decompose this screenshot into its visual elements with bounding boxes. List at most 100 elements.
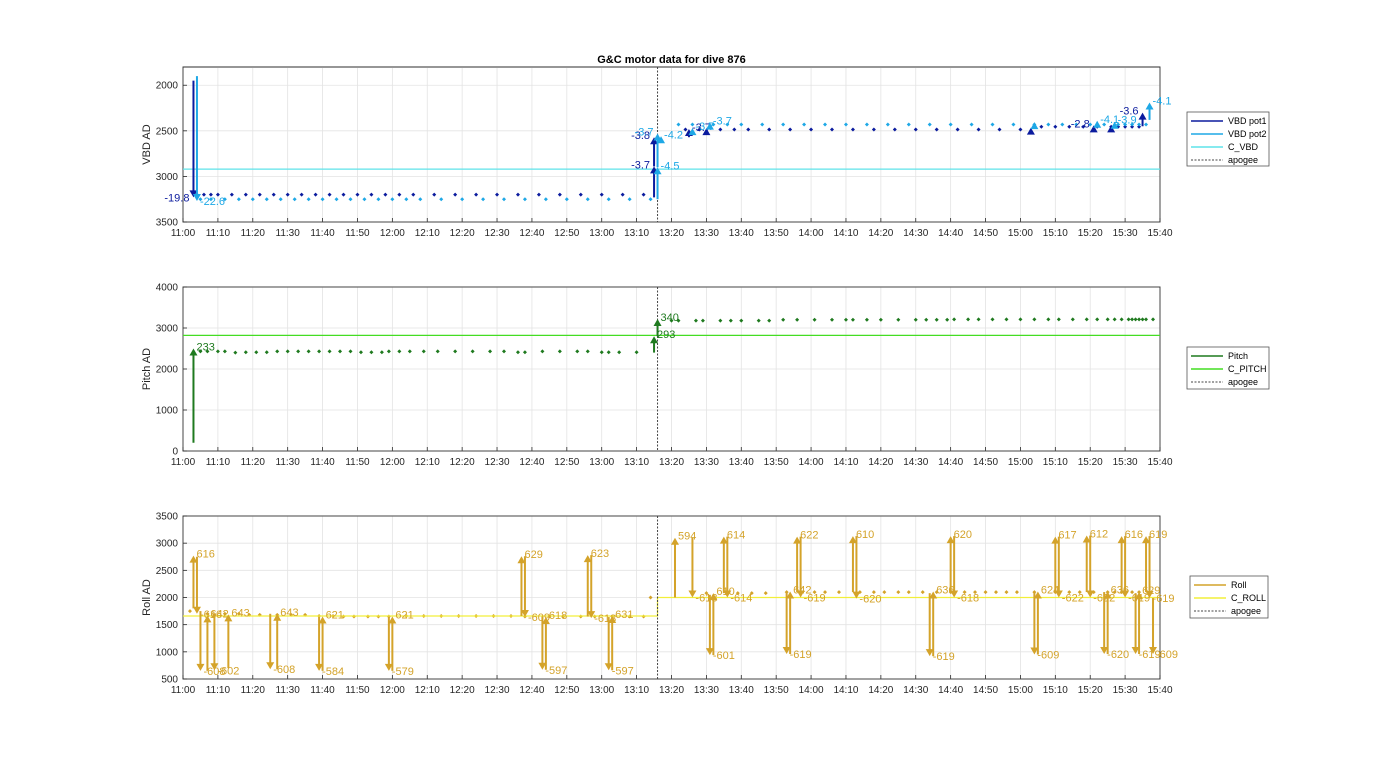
- data-point: [358, 350, 363, 355]
- data-point: [215, 349, 220, 354]
- x-tick-label: 14:50: [973, 685, 998, 696]
- x-tick-label: 11:10: [206, 228, 231, 239]
- x-tick-label: 15:20: [1078, 457, 1103, 468]
- data-point: [952, 317, 957, 322]
- data-point: [983, 590, 988, 595]
- x-tick-label: 15:40: [1147, 228, 1172, 239]
- data-point: [271, 192, 276, 197]
- data-point: [718, 318, 723, 323]
- move-label: 620: [954, 529, 972, 541]
- data-point: [749, 591, 754, 596]
- move-arrow-head: [950, 590, 959, 598]
- move-arrow-head: [848, 536, 857, 544]
- move-arrow-head: [705, 122, 714, 130]
- legend-entry: apogee: [1231, 606, 1261, 616]
- y-tick-label: 2000: [156, 593, 179, 604]
- panel-1: 11:00 11:10 11:20 11:30 11:40 11:50 12:00 12:10…: [141, 54, 1270, 239]
- data-point: [453, 192, 458, 197]
- x-tick-label: 13:00: [589, 685, 614, 696]
- y-tick-label: 4000: [156, 283, 179, 294]
- x-tick-label: 13:40: [729, 685, 754, 696]
- move-arrow-head: [650, 336, 659, 344]
- move-arrow-head: [583, 555, 592, 563]
- data-point: [617, 350, 622, 355]
- data-point: [1018, 127, 1023, 132]
- data-point: [338, 349, 343, 354]
- move-label: 610: [856, 529, 874, 541]
- y-tick-label: 2000: [156, 365, 179, 376]
- x-tick-label: 15:10: [1043, 457, 1068, 468]
- x-tick-label: 15:40: [1147, 457, 1172, 468]
- x-tick-label: 14:40: [938, 228, 963, 239]
- data-point: [711, 122, 716, 127]
- move-label: -597: [545, 665, 567, 677]
- move-label: 340: [661, 312, 679, 324]
- data-point: [746, 127, 751, 132]
- move-arrow-head: [587, 611, 596, 619]
- data-point: [1014, 590, 1019, 595]
- x-tick-label: 11:50: [345, 685, 370, 696]
- x-tick-label: 13:40: [729, 228, 754, 239]
- x-tick-label: 11:20: [241, 228, 266, 239]
- data-point: [205, 349, 210, 354]
- data-point: [1095, 317, 1100, 322]
- data-point: [620, 192, 625, 197]
- move-arrow-head: [1149, 647, 1158, 655]
- data-point: [481, 197, 486, 202]
- move-arrow-head: [1051, 536, 1060, 544]
- data-point: [1126, 317, 1131, 322]
- data-point: [278, 197, 283, 202]
- data-point: [641, 192, 646, 197]
- data-point: [222, 349, 227, 354]
- data-point: [927, 122, 932, 127]
- move-label: 594: [678, 531, 696, 543]
- data-point: [383, 192, 388, 197]
- data-point: [1112, 317, 1117, 322]
- data-point: [704, 591, 709, 596]
- data-point: [788, 127, 793, 132]
- move-label: -614: [730, 593, 752, 605]
- y-tick-label: 3000: [156, 324, 179, 335]
- data-point: [1077, 590, 1082, 595]
- legend-entry: VBD pot2: [1228, 129, 1267, 139]
- move-arrow-head: [1089, 125, 1098, 133]
- data-point: [1102, 122, 1107, 127]
- move-label: -584: [322, 666, 344, 678]
- x-tick-label: 12:10: [415, 457, 440, 468]
- legend-entry: C_VBD: [1228, 142, 1259, 152]
- data-point: [453, 349, 458, 354]
- move-label: -619: [933, 651, 955, 663]
- move-label: 293: [657, 329, 675, 341]
- data-point: [439, 197, 444, 202]
- data-point: [934, 590, 939, 595]
- x-tick-label: 14:20: [868, 457, 893, 468]
- move-label: -579: [392, 666, 414, 678]
- x-tick-label: 14:50: [973, 228, 998, 239]
- move-arrow-head: [1107, 125, 1116, 133]
- data-point: [1004, 317, 1009, 322]
- data-point: [243, 192, 248, 197]
- data-point: [264, 350, 269, 355]
- data-point: [1067, 590, 1072, 595]
- data-point: [627, 197, 632, 202]
- data-point: [728, 318, 733, 323]
- x-tick-label: 11:50: [345, 228, 370, 239]
- data-point: [676, 318, 681, 323]
- move-arrow-head: [1054, 590, 1063, 598]
- data-point: [920, 590, 925, 595]
- move-arrow-head: [189, 348, 198, 356]
- data-point: [215, 192, 220, 197]
- data-point: [823, 590, 828, 595]
- data-point: [1137, 317, 1142, 322]
- data-point: [994, 590, 999, 595]
- move-label: -609: [1037, 650, 1059, 662]
- move-arrow-head: [1100, 647, 1109, 655]
- x-tick-label: 14:30: [903, 685, 928, 696]
- move-label: -4.1: [1100, 114, 1119, 126]
- y-axis-label: VBD AD: [141, 124, 153, 164]
- move-label: 621: [326, 610, 344, 622]
- chart-title: G&C motor data for dive 876: [597, 54, 746, 66]
- move-label: -608: [203, 666, 225, 678]
- data-point: [1056, 317, 1061, 322]
